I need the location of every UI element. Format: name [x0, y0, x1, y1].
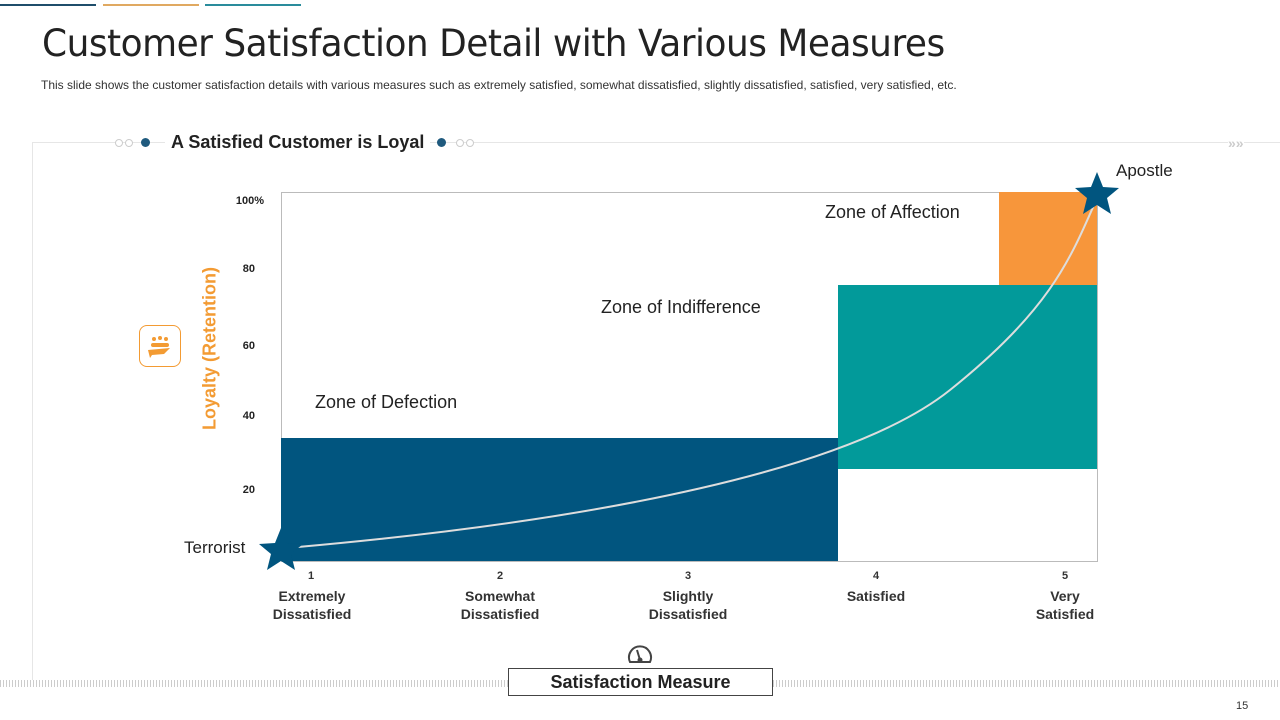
apostle-label: Apostle	[1116, 161, 1173, 180]
ring-icon	[456, 139, 464, 147]
star-icon	[259, 528, 303, 570]
x-category: Very Satisfied	[1035, 588, 1095, 622]
terrorist-label: Terrorist	[184, 538, 246, 557]
dot-icon	[141, 138, 150, 147]
y-tick: 60	[242, 340, 255, 352]
zone-defection-label: Zone of Defection	[315, 392, 458, 412]
y-tick: 40	[242, 410, 255, 422]
zone-affection-block	[999, 192, 1097, 285]
y-tick: 20	[242, 484, 255, 496]
page-title: Customer Satisfaction Detail with Variou…	[42, 22, 945, 65]
speedometer-icon	[626, 642, 654, 671]
accent-bar-orange	[103, 4, 199, 6]
loyalty-icon	[139, 325, 181, 367]
x-number: 5	[1061, 570, 1069, 582]
zone-indifference-block	[838, 285, 1097, 469]
dot-icon	[437, 138, 446, 147]
x-number: 2	[496, 570, 504, 582]
x-number: 4	[872, 570, 880, 582]
x-axis-label: Satisfaction Measure	[508, 668, 773, 696]
x-category: Somewhat Dissatisfied	[460, 588, 540, 622]
page-number: 15	[1236, 700, 1249, 712]
y-tick: 80	[242, 263, 255, 275]
plot-area	[281, 192, 1098, 562]
x-number: 3	[684, 570, 692, 582]
ring-icon	[466, 139, 474, 147]
divider	[773, 680, 1280, 687]
accent-bar-blue	[0, 4, 96, 6]
ring-icon	[115, 139, 123, 147]
zone-affection-label: Zone of Affection	[825, 202, 960, 222]
ring-icon	[125, 139, 133, 147]
content-panel	[32, 142, 1280, 687]
chevrons-icon: »»	[1228, 135, 1244, 151]
x-category: Extremely Dissatisfied	[272, 588, 352, 622]
x-category: Satisfied	[846, 588, 906, 604]
section-title: A Satisfied Customer is Loyal	[165, 132, 431, 153]
accent-bar-teal	[205, 4, 301, 6]
y-tick: 100%	[235, 195, 264, 207]
x-number: 1	[307, 570, 315, 582]
x-category: Slightly Dissatisfied	[648, 588, 728, 622]
zone-indifference-label: Zone of Indifference	[601, 297, 761, 317]
divider	[0, 680, 508, 687]
page-subtitle: This slide shows the customer satisfacti…	[41, 78, 957, 92]
star-icon	[1075, 172, 1119, 214]
